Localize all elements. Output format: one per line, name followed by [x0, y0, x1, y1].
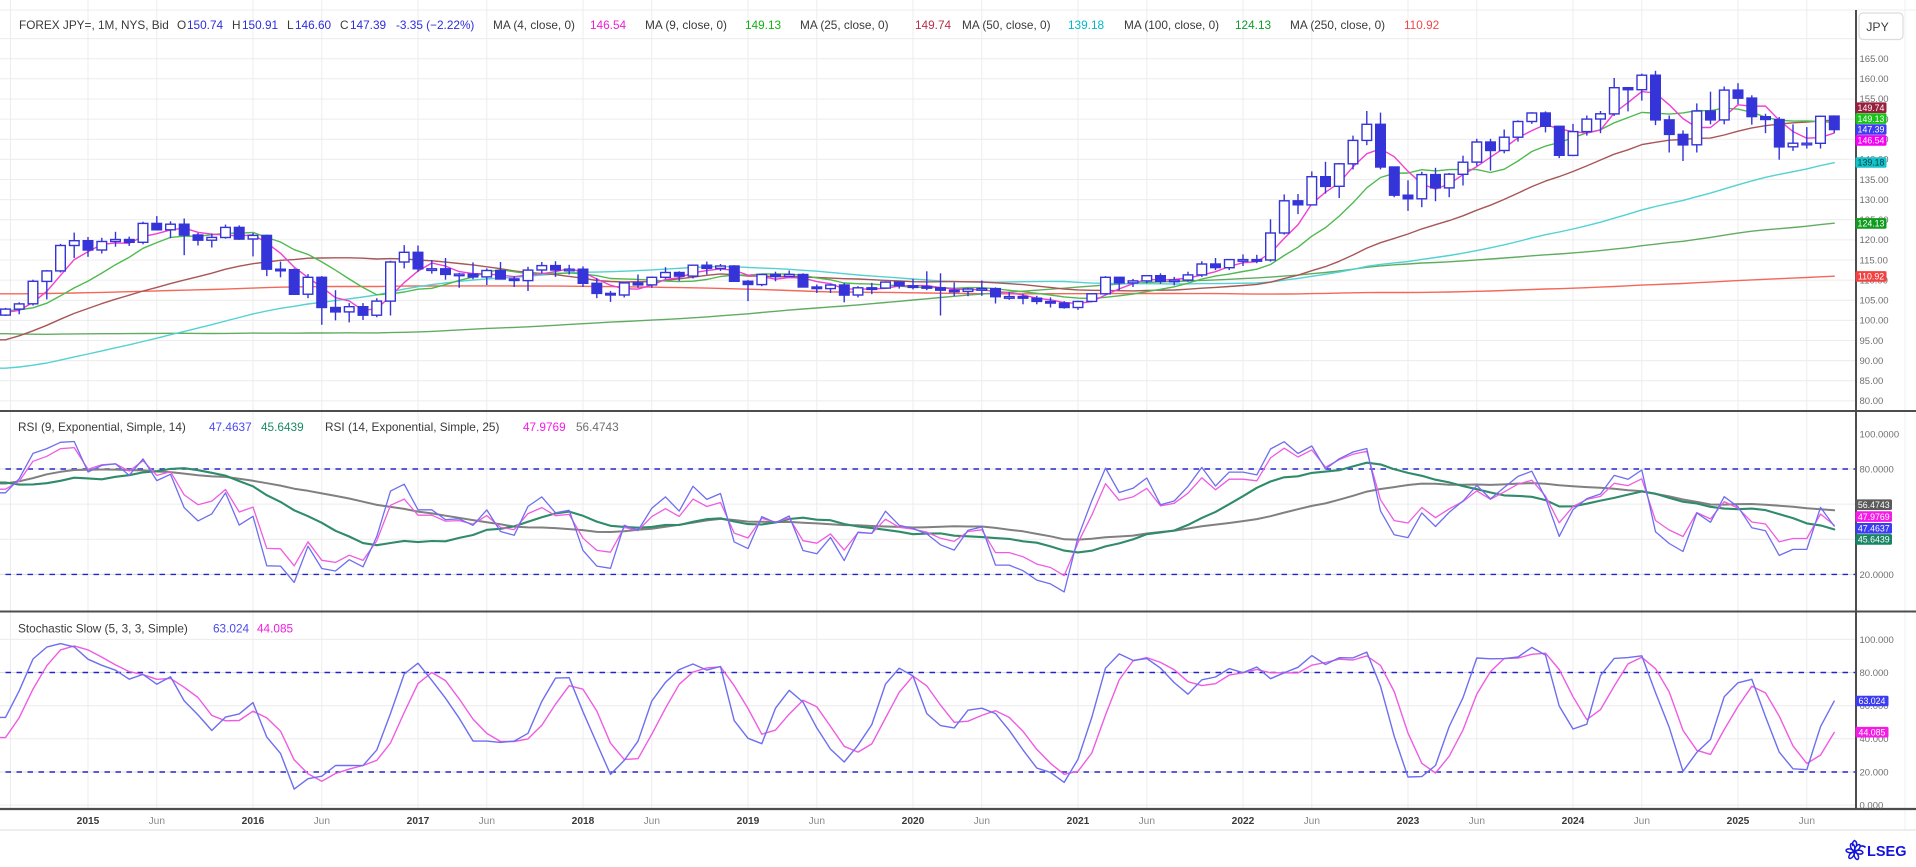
- svg-text:45.6439: 45.6439: [261, 420, 304, 434]
- svg-text:Jun: Jun: [974, 816, 990, 827]
- svg-text:124.13: 124.13: [1235, 18, 1272, 32]
- svg-text:2016: 2016: [242, 816, 265, 827]
- svg-text:Jun: Jun: [1799, 816, 1815, 827]
- svg-text:Jun: Jun: [1469, 816, 1485, 827]
- svg-text:149.74: 149.74: [915, 18, 952, 32]
- svg-text:O: O: [177, 18, 186, 32]
- svg-text:2022: 2022: [1232, 816, 1255, 827]
- svg-text:Jun: Jun: [644, 816, 660, 827]
- svg-text:165.00: 165.00: [1860, 54, 1889, 65]
- svg-text:45.6439: 45.6439: [1858, 535, 1890, 545]
- svg-text:160.00: 160.00: [1860, 74, 1889, 85]
- svg-text:80.000: 80.000: [1860, 668, 1889, 679]
- svg-text:90.00: 90.00: [1860, 356, 1884, 367]
- svg-text:Jun: Jun: [1634, 816, 1650, 827]
- svg-text:139.18: 139.18: [1068, 18, 1105, 32]
- svg-text:56.4743: 56.4743: [1858, 500, 1890, 510]
- svg-text:2017: 2017: [407, 816, 430, 827]
- svg-text:MA (100, close, 0): MA (100, close, 0): [1124, 18, 1219, 32]
- svg-text:Jun: Jun: [479, 816, 495, 827]
- svg-text:Jun: Jun: [1139, 816, 1155, 827]
- svg-text:C: C: [340, 18, 349, 32]
- svg-text:L: L: [287, 18, 294, 32]
- svg-text:MA (50, close, 0): MA (50, close, 0): [962, 18, 1051, 32]
- svg-text:20.000: 20.000: [1860, 767, 1889, 778]
- svg-text:120.00: 120.00: [1860, 235, 1889, 246]
- svg-text:20.0000: 20.0000: [1860, 570, 1894, 581]
- svg-text:2015: 2015: [77, 816, 100, 827]
- svg-text:150.91: 150.91: [242, 18, 278, 32]
- svg-text:100.000: 100.000: [1860, 635, 1894, 646]
- svg-text:Jun: Jun: [314, 816, 330, 827]
- svg-text:85.00: 85.00: [1860, 376, 1884, 387]
- svg-text:146.60: 146.60: [295, 18, 332, 32]
- svg-text:2018: 2018: [572, 816, 595, 827]
- svg-text:2019: 2019: [737, 816, 760, 827]
- svg-text:0.000: 0.000: [1860, 801, 1884, 812]
- svg-text:146.54: 146.54: [590, 18, 627, 32]
- svg-text:56.4743: 56.4743: [576, 420, 619, 434]
- svg-text:44.085: 44.085: [257, 622, 294, 636]
- svg-text:100.0000: 100.0000: [1860, 429, 1900, 440]
- svg-text:105.00: 105.00: [1860, 296, 1889, 307]
- svg-text:2024: 2024: [1562, 816, 1585, 827]
- svg-text:130.00: 130.00: [1860, 195, 1889, 206]
- svg-text:110.92: 110.92: [1404, 18, 1439, 32]
- svg-text:100.00: 100.00: [1860, 316, 1889, 327]
- svg-text:63.024: 63.024: [213, 622, 250, 636]
- svg-text:2020: 2020: [902, 816, 925, 827]
- svg-text:155.00: 155.00: [1860, 94, 1889, 105]
- svg-text:150.74: 150.74: [187, 18, 224, 32]
- svg-text:124.13: 124.13: [1858, 219, 1885, 229]
- svg-text:MA (25, close, 0): MA (25, close, 0): [800, 18, 889, 32]
- svg-text:Jun: Jun: [1304, 816, 1320, 827]
- svg-text:Jun: Jun: [809, 816, 825, 827]
- svg-text:2021: 2021: [1067, 816, 1090, 827]
- svg-text:110.92: 110.92: [1858, 272, 1884, 282]
- svg-text:JPY: JPY: [1866, 20, 1889, 34]
- svg-text:RSI (9, Exponential, Simple, 1: RSI (9, Exponential, Simple, 14): [18, 420, 186, 434]
- svg-text:135.00: 135.00: [1860, 175, 1889, 186]
- svg-text:95.00: 95.00: [1860, 336, 1884, 347]
- svg-text:MA (250, close, 0): MA (250, close, 0): [1290, 18, 1385, 32]
- svg-text:MA (9, close, 0): MA (9, close, 0): [645, 18, 727, 32]
- svg-text:MA (4, close, 0): MA (4, close, 0): [493, 18, 575, 32]
- svg-text:149.74: 149.74: [1858, 103, 1885, 113]
- svg-text:146.54: 146.54: [1858, 136, 1885, 146]
- svg-text:Stochastic Slow (5, 3, 3, Simp: Stochastic Slow (5, 3, 3, Simple): [18, 622, 188, 636]
- svg-text:H: H: [232, 18, 241, 32]
- svg-text:80.00: 80.00: [1860, 396, 1884, 407]
- svg-text:2025: 2025: [1727, 816, 1750, 827]
- svg-text:149.13: 149.13: [1858, 114, 1885, 124]
- svg-text:147.39: 147.39: [1858, 125, 1885, 135]
- svg-text:47.4637: 47.4637: [209, 420, 252, 434]
- svg-text:47.4637: 47.4637: [1858, 524, 1890, 534]
- svg-text:47.9769: 47.9769: [1858, 512, 1890, 522]
- svg-text:FOREX JPY=, 1M, NYS, Bid: FOREX JPY=, 1M, NYS, Bid: [19, 18, 169, 32]
- svg-text:Jun: Jun: [149, 816, 165, 827]
- svg-text:47.9769: 47.9769: [523, 420, 566, 434]
- svg-text:147.39: 147.39: [350, 18, 386, 32]
- svg-text:2023: 2023: [1397, 816, 1420, 827]
- svg-text:60.000: 60.000: [1860, 701, 1889, 712]
- svg-text:RSI (14, Exponential, Simple,: RSI (14, Exponential, Simple, 25): [325, 420, 499, 434]
- svg-text:-3.35 (−2.22%): -3.35 (−2.22%): [396, 18, 474, 32]
- svg-text:115.00: 115.00: [1860, 255, 1888, 266]
- svg-text:44.085: 44.085: [1859, 727, 1886, 737]
- svg-text:LSEG: LSEG: [1867, 844, 1906, 860]
- svg-text:149.13: 149.13: [745, 18, 782, 32]
- svg-text:139.18: 139.18: [1858, 158, 1885, 168]
- svg-text:40.000: 40.000: [1860, 734, 1889, 745]
- svg-text:63.024: 63.024: [1859, 696, 1886, 706]
- svg-text:80.0000: 80.0000: [1860, 464, 1894, 475]
